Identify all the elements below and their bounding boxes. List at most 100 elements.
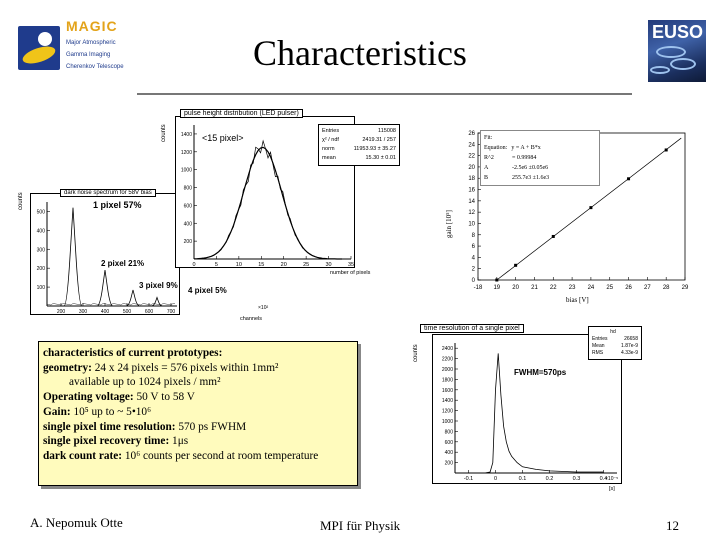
pulse-x-tick-label: 35 [348,262,354,268]
time-y-tick-label: 1000 [442,419,453,425]
pulse-height-title: pulse height distribution (LED pulser) [180,109,303,118]
dark-noise-peak [125,289,141,307]
time-x-tick-label: 0.4 [600,476,608,482]
pulse-x-tick-label: 30 [326,262,332,268]
pulse-height-ylabel: counts [161,124,167,142]
time-resolution-stats: hd Entries 26658 Mean 1.87e-9 RMS 4.33e-9 [588,326,642,360]
gain-x-tick-label: 21 [531,285,538,291]
time-histogram-line [455,353,604,474]
time-y-tick-label: 1600 [442,388,453,394]
gain-x-tick-label: 23 [569,285,576,291]
pulse-x-tick-label: 15 [258,262,264,268]
dark-noise-x-tick-label: 700 [167,309,176,315]
dark-noise-x-tick-label: 400 [101,309,110,315]
magic-logo-icon [18,26,60,70]
pulse-height-annotation: <15 pixel> [202,133,244,143]
gain-y-tick-label: 22 [468,154,475,160]
time-resolution-title: time resolution of a single pixel [420,324,524,333]
dark-noise-x-tick-label: 200 [57,309,66,315]
fwhm-annotation: FWHM=570ps [514,368,567,377]
pulse-y-tick-label: 1000 [181,168,192,174]
pulse-x-tick-label: 20 [281,262,287,268]
gain-y-tick-label: 6 [472,244,476,250]
time-y-tick-label: 2200 [442,357,453,363]
pulse-height-plot: 200 400 600 800 1000 1200 1400 0 5 10 15 20 25 30 35 [181,125,354,268]
dark-noise-plot: 100 200 300 400 500 200 300 400 500 600 700 [37,202,177,315]
gain-x-tick-label: 27 [644,285,651,291]
pulse-y-tick-label: 1200 [181,150,192,156]
dark-noise-baseline [46,303,176,306]
magic-logo-line1: Major Atmospheric [66,40,116,46]
label-2-pixel: 2 pixel 21% [101,259,145,268]
gain-fit-xlabel: bias [V] [566,296,589,304]
gain-y-tick-label: 16 [468,188,475,194]
gain-x-tick-label: 19 [493,285,500,291]
gain-y-tick-label: 18 [468,176,475,182]
footer-institute: MPI für Physik [320,518,401,533]
gain-y-tick-label: 12 [468,210,475,216]
magic-logo: MAGIC Major Atmospheric Gamma Imaging Ch… [18,18,128,80]
time-y-tick-label: 600 [445,440,454,446]
euso-logo: EUSO [648,20,706,82]
info-time-resolution: single pixel time resolution: 570 ps FWH… [43,420,247,433]
dark-noise-y-tick-label: 500 [37,209,46,215]
info-geometry: geometry: 24 x 24 pixels = 576 pixels wi… [43,361,279,374]
info-recovery-time: single pixel recovery time: 1μs [43,435,189,448]
gain-data-point [514,263,518,267]
pulse-fit-curve [193,146,342,260]
gain-data-point [664,148,668,152]
dark-noise-peak [150,296,164,307]
dark-noise-ylabel: counts [18,192,24,210]
euso-logo-name: EUSO [652,22,704,42]
label-1-pixel: 1 pixel 57% [93,200,142,210]
gain-data-point [495,278,499,282]
pulse-y-tick-label: 600 [184,203,193,209]
dark-noise-y-tick-label: 100 [37,285,46,291]
dark-noise-x-tick-label: 300 [79,309,88,315]
dark-noise-xlabel: channels [240,316,263,322]
label-4-pixel: 4 pixel 5% [188,286,227,295]
pulse-y-tick-label: 1400 [181,132,192,138]
gain-fit-line [496,137,682,281]
gain-x-tick-label: 28 [663,285,670,291]
dark-noise-peak [63,207,83,307]
pulse-height-xlabel: number of pixels [330,270,371,276]
starry-swirl-icon [650,66,670,74]
dark-noise-x-exponent: ×10² [258,305,269,311]
pulse-height-stats: Entries 115008 χ² / ndf 2419.31 / 257 norm… [318,124,400,166]
time-y-tick-label: 2400 [442,346,453,352]
dark-noise-y-tick-label: 300 [37,247,46,253]
magic-logo-line2: Gamma Imaging [66,52,111,58]
dark-noise-y-tick-label: 200 [37,266,46,272]
gain-y-tick-label: 20 [468,165,475,171]
dark-noise-x-tick-label: 500 [123,309,132,315]
time-x-tick-label: 0.2 [546,476,554,482]
time-x-tick-label: -0.1 [464,476,473,482]
starry-swirl-icon [656,46,686,58]
time-y-tick-label: 1400 [442,398,453,404]
gain-y-tick-label: 2 [472,267,476,273]
gain-x-tick-label: 25 [606,285,613,291]
label-3-pixel: 3 pixel 9% [139,281,178,290]
info-dark-count: dark count rate: 10⁶ counts per second a… [43,449,319,462]
time-y-tick-label: 200 [445,461,454,467]
pulse-y-tick-label: 200 [184,239,193,245]
gain-y-tick-label: 26 [468,131,475,137]
time-resolution-plot: 200 400 600 800 1000 1200 1400 1600 1800 2000 2200… [442,343,617,482]
dark-noise-x-tick-label: 600 [145,309,154,315]
info-geometry-extra: available up to 1024 pixels / mm² [69,376,221,389]
gain-data-point [551,234,555,238]
pulse-y-tick-label: 400 [184,221,193,227]
time-y-tick-label: 2000 [442,367,453,373]
slide-title: Characteristics [253,33,467,73]
pulse-y-tick-label: 800 [184,186,193,192]
gain-fit-stats: Fit: Equation: y = A + B*x R^2 = 0.99984 A… [480,130,600,186]
footer-author: A. Nepomuk Otte [30,515,123,530]
time-resolution-xlabel: [s] [609,486,615,492]
gain-x-tick-label: 26 [625,285,632,291]
gain-x-tick-label: 24 [588,285,595,291]
gain-y-tick-label: 24 [468,142,475,148]
gain-y-tick-label: 8 [472,233,476,239]
info-heading: characteristics of current prototypes: [43,347,223,359]
info-gain: Gain: 10⁵ up to ~ 5•10⁶ [43,405,152,418]
